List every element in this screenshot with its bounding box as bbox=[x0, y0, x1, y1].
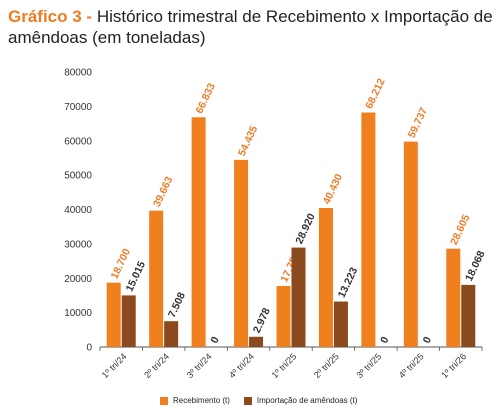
y-tick-label: 80000 bbox=[64, 68, 92, 79]
bar-recebimento bbox=[276, 285, 291, 347]
bar-recebimento bbox=[446, 248, 461, 347]
bar-importacao bbox=[461, 284, 476, 347]
y-tick-label: 60000 bbox=[64, 136, 92, 147]
bar-recebimento bbox=[149, 210, 164, 347]
data-label-importacao: 0 bbox=[208, 335, 221, 346]
y-tick-label: 20000 bbox=[64, 274, 92, 285]
data-label-recebimento: 39.663 bbox=[151, 175, 176, 209]
data-label-importacao: 28.920 bbox=[293, 212, 318, 246]
bar-importacao bbox=[249, 336, 264, 347]
bar-importacao bbox=[121, 295, 136, 347]
data-label-recebimento: 40.430 bbox=[321, 172, 346, 206]
data-label-importacao: 7.508 bbox=[166, 290, 188, 319]
x-tick-label: 3º tri/24 bbox=[185, 351, 214, 380]
bar-recebimento bbox=[191, 117, 206, 347]
data-label-importacao: 15.015 bbox=[124, 259, 149, 293]
chart-title-prefix: Gráfico 3 - bbox=[8, 7, 93, 26]
x-tick-label: 1º tri/26 bbox=[439, 351, 468, 380]
legend-item-importacao: Importação de amêndoas (t) bbox=[243, 396, 358, 405]
bar-importacao bbox=[291, 247, 306, 347]
bar-recebimento bbox=[403, 141, 418, 347]
legend-item-recebimento: Recebimento (t) bbox=[160, 396, 230, 405]
chart-title-text: Histórico trimestral de Recebimento x Im… bbox=[8, 7, 493, 47]
x-tick-label: 4º tri/25 bbox=[397, 351, 426, 380]
chart-legend: Recebimento (t) Importação de amêndoas (… bbox=[160, 396, 357, 405]
data-label-importacao: 13.223 bbox=[336, 265, 361, 299]
x-tick-label: 1º tri/25 bbox=[270, 351, 299, 380]
data-label-recebimento: 54.435 bbox=[236, 124, 261, 158]
data-label-importacao: 0 bbox=[378, 335, 391, 346]
y-tick-label: 50000 bbox=[64, 171, 92, 182]
bar-recebimento bbox=[361, 112, 376, 348]
bar-recebimento bbox=[318, 208, 333, 347]
x-tick-label: 2º tri/25 bbox=[312, 351, 341, 380]
y-tick-label: 40000 bbox=[64, 205, 92, 216]
x-tick-label: 2º tri/24 bbox=[142, 351, 171, 380]
bar-recebimento bbox=[234, 159, 249, 347]
bar-importacao bbox=[164, 321, 179, 347]
x-tick-label: 1º tri/24 bbox=[100, 351, 129, 380]
legend-label-importacao: Importação de amêndoas (t) bbox=[256, 396, 358, 405]
y-tick-label: 10000 bbox=[64, 308, 92, 319]
y-tick-label: 70000 bbox=[64, 102, 92, 113]
data-label-recebimento: 66.833 bbox=[193, 81, 218, 115]
y-tick-label: 30000 bbox=[64, 239, 92, 250]
bar-recebimento bbox=[106, 282, 121, 347]
y-tick-label: 0 bbox=[86, 343, 92, 354]
legend-swatch-recebimento bbox=[160, 396, 168, 405]
data-label-importacao: 18.068 bbox=[463, 249, 488, 283]
x-tick-label: 4º tri/24 bbox=[227, 351, 256, 380]
data-label-recebimento: 28.605 bbox=[448, 213, 473, 247]
bar-importacao bbox=[333, 301, 348, 347]
data-label-recebimento: 59.737 bbox=[406, 106, 431, 140]
chart-title: Gráfico 3 - Histórico trimestral de Rece… bbox=[8, 6, 498, 48]
data-label-importacao: 0 bbox=[421, 335, 434, 346]
data-label-recebimento: 68.212 bbox=[363, 76, 388, 110]
legend-label-recebimento: Recebimento (t) bbox=[173, 396, 230, 405]
legend-swatch-importacao bbox=[243, 396, 252, 405]
data-label-importacao: 2.978 bbox=[251, 306, 273, 335]
x-tick-label: 3º tri/25 bbox=[354, 351, 383, 380]
